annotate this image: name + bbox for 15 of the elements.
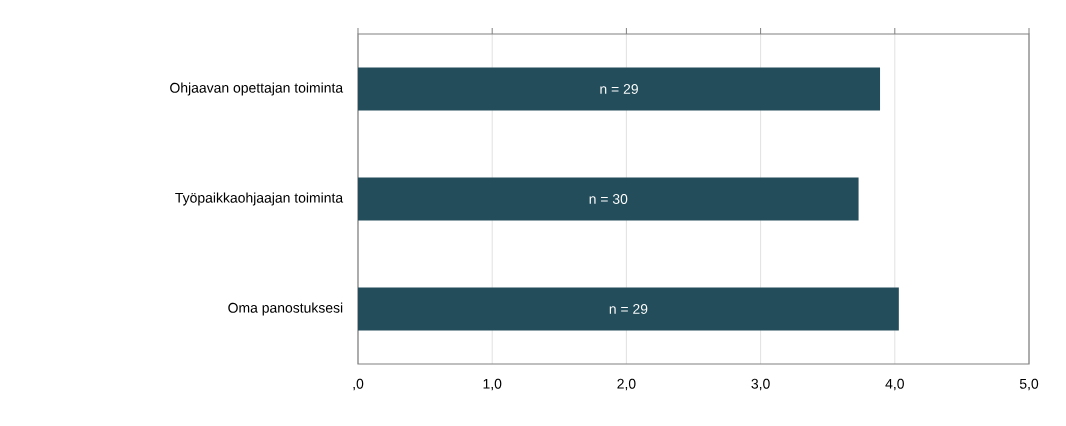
x-tick-label: ,0	[353, 378, 364, 391]
bar	[358, 177, 859, 221]
bar	[358, 67, 881, 111]
x-tick-label: 5,0	[1019, 378, 1039, 391]
annotation: n = 29	[600, 84, 638, 94]
y-tick-label: Työpaikkaohjaajan toiminta	[175, 192, 344, 206]
y-tick-label: Oma panostuksesi	[228, 302, 343, 316]
annotation: n = 30	[589, 194, 628, 204]
x-tick-label: 1,0	[483, 378, 502, 391]
x-tick-label: 2,0	[617, 378, 636, 391]
bar	[358, 287, 899, 331]
annotation: n = 29	[609, 304, 648, 314]
x-tick-label: 3,0	[751, 378, 770, 391]
y-tick-label: Ohjaavan opettajan toiminta	[170, 82, 344, 96]
x-tick-label: 4,0	[885, 378, 904, 391]
